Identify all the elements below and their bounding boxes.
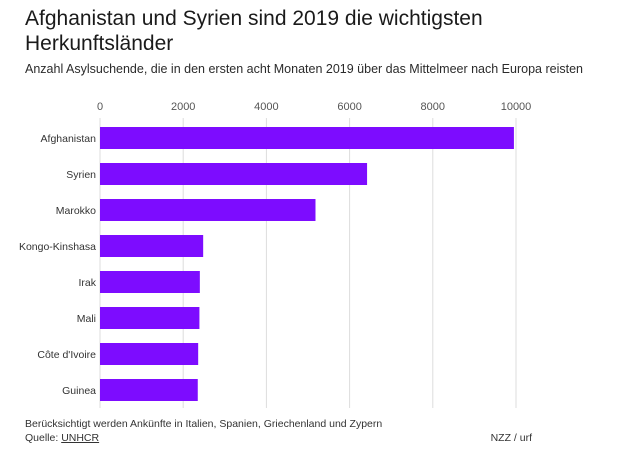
category-label: Mali (77, 313, 96, 325)
x-tick-label: 2000 (171, 101, 195, 113)
bar (100, 379, 198, 401)
category-label: Irak (78, 277, 96, 289)
bar (100, 343, 199, 365)
source-link[interactable]: UNHCR (61, 432, 100, 444)
bar (100, 307, 200, 329)
category-label: Guinea (62, 385, 96, 397)
source-label: Quelle: (25, 432, 62, 444)
x-tick-label: 0 (97, 101, 103, 113)
x-tick-label: 4000 (254, 101, 278, 113)
bar (100, 127, 514, 149)
category-label: Marokko (56, 205, 96, 217)
bar (100, 199, 316, 221)
x-tick-label: 6000 (337, 101, 361, 113)
bar (100, 235, 204, 257)
source-line: Quelle: UNHCR (25, 432, 99, 444)
credit: NZZ / urf (490, 432, 532, 444)
chart-subtitle: Anzahl Asylsuchende, die in den ersten a… (25, 62, 583, 76)
chart-title: Afghanistan und Syrien sind 2019 die wic… (25, 7, 483, 55)
x-tick-label: 10000 (501, 101, 532, 113)
category-label: Afghanistan (41, 133, 97, 145)
footnote: Berücksichtigt werden Ankünfte in Italie… (25, 418, 383, 430)
bar (100, 271, 200, 293)
category-label: Côte d'Ivoire (37, 349, 96, 361)
x-tick-label: 8000 (421, 101, 445, 113)
category-label: Kongo-Kinshasa (19, 241, 96, 253)
bar (100, 163, 368, 185)
bar-chart: 0 2000 4000 6000 8000 10000 Afghanistan Syrien M… (19, 101, 532, 408)
category-label: Syrien (66, 169, 96, 181)
